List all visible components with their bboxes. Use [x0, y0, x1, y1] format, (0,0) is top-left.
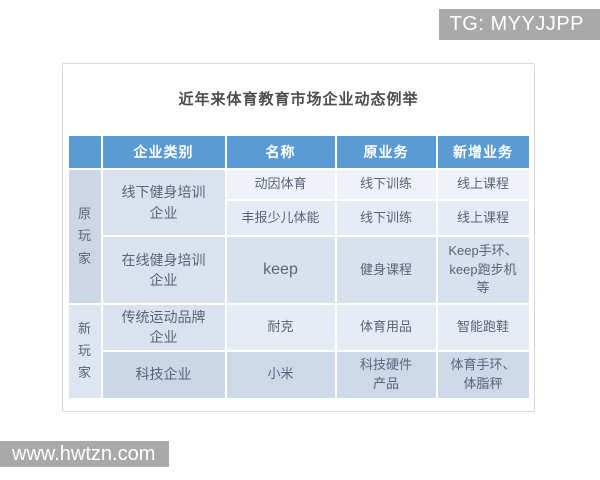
- group-cell-new-players: 新玩家: [68, 305, 101, 398]
- page-title: 近年来体育教育市场企业动态例举: [178, 91, 419, 108]
- original-business-cell: 线下训练: [336, 170, 436, 199]
- table-row: 原玩家 线下健身培训企业 动因体育 线下训练 线上课程: [68, 170, 529, 303]
- group-cell-original-players: 原玩家: [68, 170, 101, 303]
- market-dynamics-table: 企业类别 名称 原业务 新增业务 原玩家 线下健身培训企业 动因体育 线下训练 …: [67, 134, 531, 400]
- header-category: 企业类别: [102, 136, 225, 168]
- company-name-cell: keep: [226, 237, 335, 303]
- group-label: 新玩家: [77, 321, 91, 381]
- header-new-business: 新增业务: [437, 136, 529, 168]
- table-row: 新玩家 传统运动品牌企业 耐克 体育用品 智能跑鞋: [68, 305, 529, 398]
- table-row: 在线健身培训企业 keep 健身课程 Keep手环、keep跑步机等: [69, 237, 529, 303]
- company-name-cell: 丰报少儿体能: [226, 201, 335, 235]
- group-label: 原玩家: [77, 206, 91, 266]
- new-business-cell: 线上课程: [437, 201, 529, 235]
- category-cell: 在线健身培训企业: [102, 237, 225, 303]
- category-cell: 传统运动品牌企业: [102, 305, 225, 350]
- company-name-cell: 小米: [226, 351, 335, 398]
- watermark-top-right: TG: MYYJJPP: [438, 9, 600, 40]
- header-original-business: 原业务: [336, 136, 436, 168]
- table-panel: 近年来体育教育市场企业动态例举 企业类别 名称 原业务 新增业务 原玩家 线下健…: [62, 63, 535, 412]
- category-cell: 科技企业: [102, 351, 225, 398]
- original-business-cell: 科技硬件产品: [336, 351, 436, 398]
- original-business-cell: 体育用品: [336, 305, 436, 350]
- header-row: 企业类别 名称 原业务 新增业务: [68, 136, 529, 168]
- header-group: [68, 136, 101, 168]
- new-business-cell: Keep手环、keep跑步机等: [437, 237, 529, 303]
- header-name: 名称: [226, 136, 335, 168]
- table-row: 科技企业 小米 科技硬件产品 体育手环、体脂秤: [69, 351, 529, 398]
- new-business-cell: 智能跑鞋: [437, 305, 529, 350]
- original-business-cell: 健身课程: [336, 237, 436, 303]
- new-business-cell: 体育手环、体脂秤: [437, 351, 529, 398]
- original-business-cell: 线下训练: [336, 201, 436, 235]
- table-row: 丰报少儿体能 线下训练 线上课程: [69, 201, 529, 235]
- company-name-cell: 动因体育: [226, 170, 335, 199]
- watermark-bottom-left: www.hwtzn.com: [0, 441, 170, 467]
- company-name-cell: 耐克: [226, 305, 335, 350]
- category-cell: 线下健身培训企业: [102, 170, 225, 235]
- new-business-cell: 线上课程: [437, 170, 529, 199]
